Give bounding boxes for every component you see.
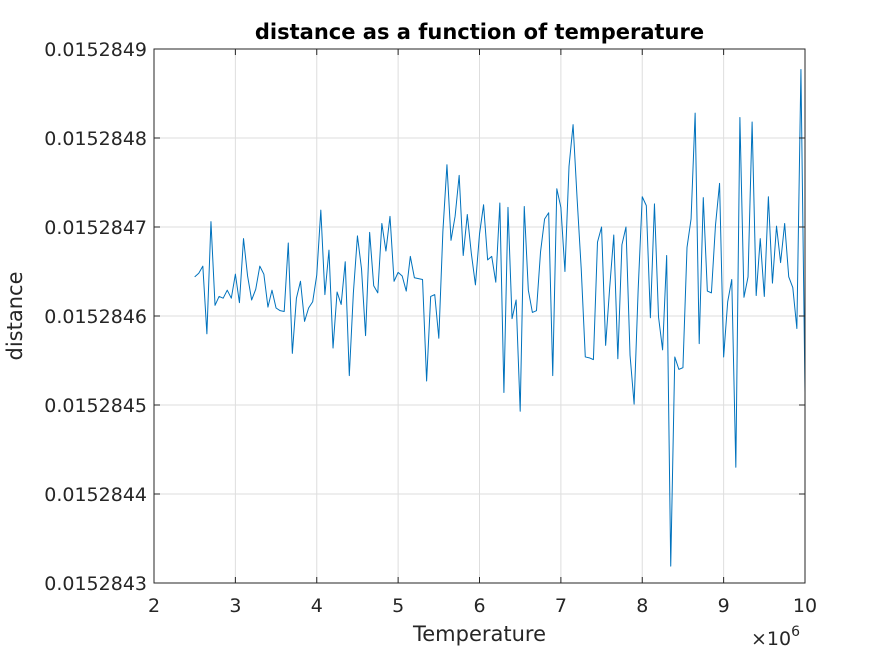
y-tick-label: 0.0152846 bbox=[44, 306, 147, 328]
chart-title: distance as a function of temperature bbox=[255, 20, 704, 44]
series-line bbox=[194, 68, 806, 567]
x-tick-label: 8 bbox=[636, 595, 648, 617]
x-axis-exponent-base: ×10 bbox=[751, 628, 791, 650]
axis-ticks: 2 3 4 5 6 7 8 9 10 0.0152843 0.0152844 0.0152845 0.0… bbox=[44, 39, 817, 617]
x-tick-label: 7 bbox=[555, 595, 567, 617]
y-tick-label: 0.0152849 bbox=[44, 39, 147, 61]
y-tick-label: 0.0152844 bbox=[44, 484, 147, 506]
data-series bbox=[194, 68, 806, 567]
x-axis-label: Temperature bbox=[412, 622, 546, 646]
x-tick-label: 3 bbox=[229, 595, 241, 617]
x-tick-label: 10 bbox=[793, 595, 817, 617]
y-tick-label: 0.0152843 bbox=[44, 573, 147, 595]
x-tick-label: 5 bbox=[392, 595, 404, 617]
x-axis-exponent: ×106 bbox=[751, 624, 800, 650]
x-axis-exponent-power: 6 bbox=[791, 624, 800, 640]
y-axis-label: distance bbox=[3, 272, 27, 361]
x-tick-label: 9 bbox=[718, 595, 730, 617]
x-tick-label: 4 bbox=[311, 595, 323, 617]
y-tick-label: 0.0152848 bbox=[44, 128, 147, 150]
grid bbox=[154, 49, 805, 583]
y-tick-label: 0.0152847 bbox=[44, 217, 147, 239]
y-tick-label: 0.0152845 bbox=[44, 395, 147, 417]
x-tick-label: 2 bbox=[148, 595, 160, 617]
x-tick-label: 6 bbox=[473, 595, 485, 617]
